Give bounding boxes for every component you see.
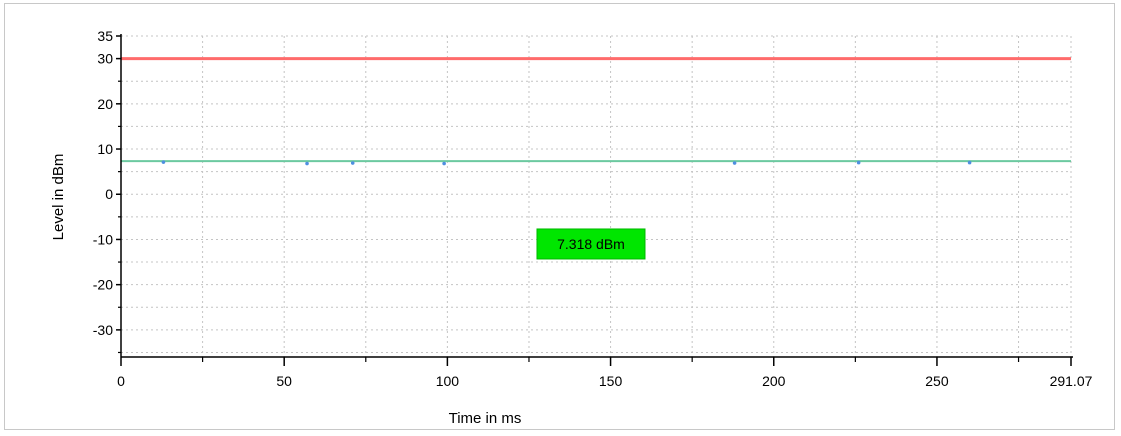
y-tick-label: -10 [93,231,113,247]
x-axis-label: Time in ms [449,410,522,427]
x-tick-label: 0 [117,373,125,389]
data-point-marker [305,161,309,166]
y-tick-label: -30 [93,322,113,338]
chart-panel: 35 30 20 10 0 -10 -20 -30 0 50 100 150 200 250 291.07 … [4,3,1115,430]
y-tick-label: -20 [93,277,113,293]
series-layer [121,57,1071,163]
data-point-marker [161,160,166,164]
x-tick-label: 291.07 [1050,373,1093,389]
data-point-marker [732,161,737,165]
y-tick-label: 10 [97,141,113,157]
marker-layer [161,160,972,166]
x-tick-label: 100 [436,373,460,389]
data-point-marker [442,161,446,166]
data-point-marker [967,160,972,165]
annotation-label: 7.318 dBm [557,236,625,252]
grid [121,35,1072,357]
x-tick-label: 200 [762,373,786,389]
data-point-marker [856,160,861,165]
y-tick-label: 0 [105,186,113,202]
x-tick-label: 50 [276,373,292,389]
data-point-marker [350,161,355,165]
x-tick-label: 250 [925,373,949,389]
axes [116,34,1073,366]
y-tick-label: 35 [97,28,113,44]
y-axis-label: Level in dBm [50,154,67,241]
y-tick-label: 20 [97,96,113,112]
y-tick-label: 30 [97,51,113,67]
x-tick-label: 150 [599,373,623,389]
annotation-background [536,228,646,260]
level-annotation: 7.318 dBm [536,228,646,260]
